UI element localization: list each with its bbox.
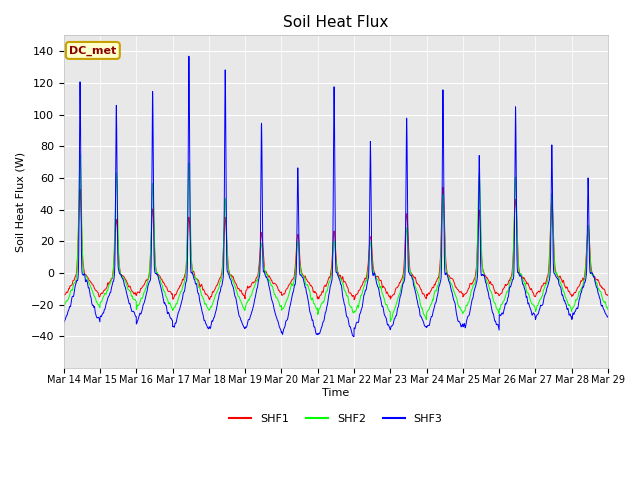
SHF2 — [604, 305, 611, 311]
SHF3 — [60, 320, 68, 326]
SHF3 — [458, 323, 466, 328]
X-axis label: Time: Time — [323, 388, 349, 398]
SHF3 — [489, 310, 497, 316]
SHF1 — [439, 184, 447, 190]
Line: SHF1: SHF1 — [64, 187, 608, 300]
SHF3 — [604, 314, 611, 320]
SHF2 — [458, 309, 466, 314]
SHF3 — [428, 313, 436, 319]
Y-axis label: Soil Heat Flux (W): Soil Heat Flux (W) — [15, 152, 25, 252]
SHF2 — [604, 307, 612, 312]
SHF1 — [157, 276, 165, 282]
Title: Soil Heat Flux: Soil Heat Flux — [284, 15, 388, 30]
SHF3 — [349, 334, 357, 339]
SHF3 — [157, 288, 165, 294]
SHF1 — [60, 292, 68, 298]
Line: SHF2: SHF2 — [64, 154, 608, 321]
SHF2 — [489, 295, 497, 301]
SHF2 — [316, 306, 323, 312]
SHF2 — [158, 281, 166, 287]
SHF3 — [604, 314, 612, 320]
SHF1 — [428, 286, 436, 292]
Legend: SHF1, SHF2, SHF3: SHF1, SHF2, SHF3 — [225, 410, 447, 429]
SHF3 — [185, 53, 193, 59]
SHF1 — [350, 297, 358, 302]
SHF1 — [489, 282, 497, 288]
SHF3 — [316, 331, 323, 336]
SHF2 — [387, 318, 394, 324]
Text: DC_met: DC_met — [69, 45, 116, 56]
Line: SHF3: SHF3 — [64, 56, 608, 336]
SHF1 — [316, 294, 323, 300]
SHF2 — [428, 300, 436, 306]
SHF1 — [604, 292, 612, 298]
SHF2 — [60, 304, 68, 310]
SHF2 — [76, 151, 84, 157]
SHF1 — [458, 291, 466, 297]
SHF1 — [604, 292, 611, 298]
